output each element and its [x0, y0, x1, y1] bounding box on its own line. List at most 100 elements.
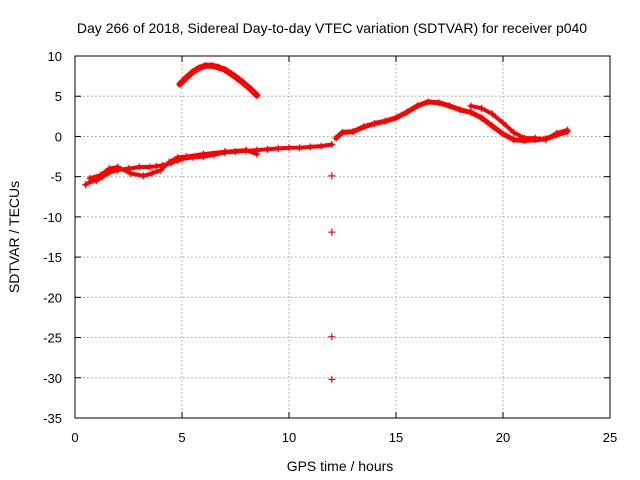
data-point: [182, 153, 190, 161]
data-point: [148, 169, 156, 177]
data-point: [214, 63, 222, 71]
data-point: [253, 150, 261, 158]
data-point: [296, 144, 304, 152]
y-tick-label: -35: [43, 411, 62, 426]
data-point: [456, 106, 464, 114]
data-point: [182, 74, 190, 82]
x-tick-label: 0: [71, 430, 78, 445]
data-point: [146, 163, 154, 171]
x-tick-label: 20: [496, 430, 510, 445]
data-point: [328, 140, 336, 148]
data-point: [97, 171, 105, 179]
data-point: [467, 108, 475, 116]
data-point: [199, 150, 207, 158]
data-point: [114, 163, 122, 171]
data-point: [127, 169, 135, 177]
data-point: [328, 333, 336, 341]
data-point: [499, 130, 507, 138]
data-point: [332, 134, 340, 142]
y-tick-label: -25: [43, 331, 62, 346]
data-point: [221, 148, 229, 156]
data-point: [92, 177, 100, 185]
data-point: [176, 80, 184, 88]
x-tick-label: 10: [282, 430, 296, 445]
data-point: [82, 181, 90, 189]
data-point: [499, 119, 507, 127]
data-point: [488, 122, 496, 130]
data-point: [478, 114, 486, 122]
chart-title: Day 266 of 2018, Sidereal Day-to-day VTE…: [77, 20, 587, 36]
data-point: [360, 123, 368, 131]
data-point: [105, 165, 113, 173]
data-point: [195, 64, 203, 72]
y-axis-label: SDTVAR / TECUs: [6, 181, 22, 293]
data-point: [542, 136, 550, 144]
data-point: [159, 161, 167, 169]
data-point: [435, 99, 443, 107]
data-point: [285, 144, 293, 152]
data-point: [264, 145, 272, 153]
grid-lines: [75, 56, 610, 418]
data-point: [208, 62, 216, 70]
data-point: [242, 146, 250, 154]
data-point: [317, 142, 325, 150]
data-point: [381, 117, 389, 125]
data-point: [531, 134, 539, 142]
plot-frame: [74, 55, 611, 419]
y-tick-label: -20: [43, 290, 62, 305]
data-point: [413, 102, 421, 110]
data-point: [238, 78, 246, 86]
x-tick-label: 15: [389, 430, 403, 445]
x-axis-label: GPS time / hours: [287, 458, 394, 474]
data-point: [139, 172, 147, 180]
data-point: [328, 172, 336, 180]
data-point: [229, 71, 237, 79]
data-point: [221, 66, 229, 74]
series-band: [83, 142, 334, 187]
y-tick-label: -15: [43, 250, 62, 265]
data-point: [328, 228, 336, 236]
data-point: [563, 126, 571, 134]
data-point: [478, 104, 486, 112]
data-point: [125, 165, 132, 173]
data-point: [202, 62, 210, 70]
data-point: [306, 143, 314, 151]
data-point: [446, 102, 453, 110]
data-point: [467, 102, 475, 110]
data-point: [392, 114, 400, 122]
data-point: [424, 98, 432, 106]
data-point: [274, 145, 282, 153]
data-point: [86, 174, 94, 182]
y-tick-label: -5: [50, 170, 62, 185]
data-point: [232, 148, 239, 156]
data-point: [210, 151, 218, 159]
y-tick-label: -30: [43, 371, 62, 386]
y-tick-label: -10: [43, 210, 62, 225]
y-tick-label: 5: [55, 89, 62, 104]
data-point: [135, 163, 143, 171]
data-point: [152, 162, 160, 170]
series-band: [333, 99, 570, 143]
data-point: [403, 108, 411, 116]
data-point: [349, 128, 357, 136]
data-point: [510, 128, 518, 136]
data-point: [189, 68, 197, 76]
y-tick-label: 0: [55, 129, 62, 144]
data-bands: [83, 62, 570, 187]
data-point: [510, 136, 518, 144]
x-tick-label: 5: [178, 430, 185, 445]
data-point: [165, 158, 173, 166]
data-point: [246, 85, 254, 93]
data-markers: [82, 62, 571, 383]
data-point: [174, 153, 182, 161]
data-point: [157, 166, 165, 174]
data-point: [488, 110, 496, 118]
data-point: [189, 153, 197, 161]
data-point: [339, 128, 346, 136]
axes: 0 5 10 15 20 25 10 5 0 -5 -10 -15 -20 -25 -30 -35: [43, 49, 617, 445]
x-tick-label: 25: [603, 430, 617, 445]
data-point: [328, 375, 336, 383]
y-tick-label: 10: [48, 49, 62, 64]
data-point: [520, 134, 528, 142]
